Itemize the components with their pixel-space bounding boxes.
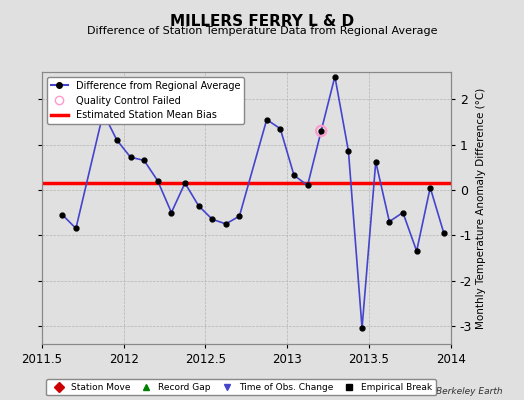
Point bbox=[317, 128, 325, 134]
Legend: Station Move, Record Gap, Time of Obs. Change, Empirical Break: Station Move, Record Gap, Time of Obs. C… bbox=[46, 379, 436, 396]
Legend: Difference from Regional Average, Quality Control Failed, Estimated Station Mean: Difference from Regional Average, Qualit… bbox=[47, 77, 244, 124]
Y-axis label: Monthly Temperature Anomaly Difference (°C): Monthly Temperature Anomaly Difference (… bbox=[476, 87, 486, 329]
Text: Difference of Station Temperature Data from Regional Average: Difference of Station Temperature Data f… bbox=[87, 26, 437, 36]
Point bbox=[99, 110, 107, 116]
Text: MILLERS FERRY L & D: MILLERS FERRY L & D bbox=[170, 14, 354, 29]
Text: Berkeley Earth: Berkeley Earth bbox=[436, 387, 503, 396]
